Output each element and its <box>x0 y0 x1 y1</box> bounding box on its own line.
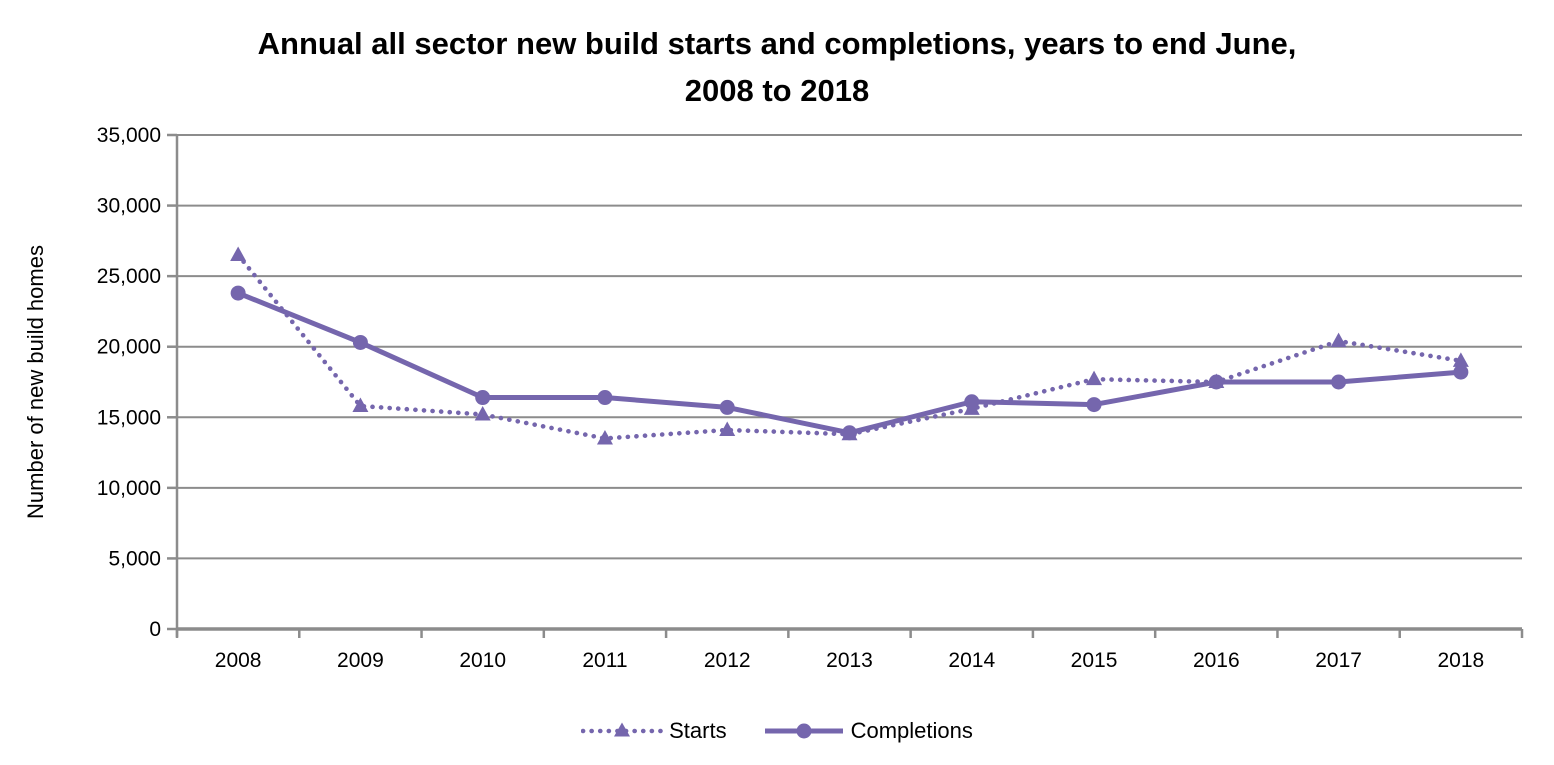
y-tick-label: 35,000 <box>97 124 161 147</box>
completions-marker <box>719 399 735 415</box>
x-tick-label: 2016 <box>1193 649 1240 672</box>
y-tick-label: 20,000 <box>97 336 161 359</box>
chart-title: Annual all sector new build starts and c… <box>0 20 1554 114</box>
x-tick-label: 2012 <box>704 649 751 672</box>
starts-marker <box>352 397 369 412</box>
x-tick-label: 2014 <box>948 649 995 672</box>
y-tick-label: 15,000 <box>97 406 161 429</box>
chart-title-line-2: 2008 to 2018 <box>684 73 870 108</box>
x-tick-label: 2009 <box>337 649 384 672</box>
legend-label-completions: Completions <box>850 718 973 743</box>
x-tick-label: 2017 <box>1315 649 1362 672</box>
y-tick-label: 30,000 <box>97 195 161 218</box>
y-tick-label: 5,000 <box>108 547 161 570</box>
completions-line <box>237 290 1462 436</box>
legend-swatch-marker <box>796 723 812 739</box>
starts-marker <box>1086 370 1103 386</box>
legend-item-completions: Completions <box>763 718 973 744</box>
starts-marker <box>474 405 491 421</box>
starts-marker <box>596 429 613 445</box>
starts-marker <box>1452 352 1469 367</box>
x-tick-label: 2008 <box>215 649 262 672</box>
completions-marker <box>475 390 491 406</box>
legend-swatch-marker <box>614 722 631 737</box>
chart-title-line-1: Annual all sector new build starts and c… <box>257 26 1297 61</box>
completions-marker <box>1086 397 1102 413</box>
completions-marker <box>964 394 980 410</box>
x-tick-label: 2013 <box>826 649 873 672</box>
y-tick-label: 10,000 <box>97 477 161 500</box>
legend-item-starts: Starts <box>581 718 727 744</box>
completions-marker <box>842 425 857 441</box>
completions-marker <box>352 334 368 350</box>
legend: Starts Completions <box>0 706 1554 756</box>
legend-label-starts: Starts <box>669 718 727 743</box>
completions-marker <box>1331 374 1347 390</box>
starts-marker <box>230 246 247 261</box>
starts-marker <box>1330 332 1347 348</box>
starts-marker <box>719 421 736 436</box>
x-tick-label: 2010 <box>459 649 506 672</box>
completions-marker <box>1208 374 1224 390</box>
x-tick-label: 2015 <box>1071 649 1118 672</box>
completions-marker <box>1453 364 1469 380</box>
x-tick-label: 2011 <box>582 649 627 672</box>
x-tick-label: 2018 <box>1438 649 1485 672</box>
completions-series-swatch-icon <box>764 723 843 739</box>
starts-series-swatch-icon <box>581 722 664 737</box>
completions-marker <box>230 285 246 301</box>
y-tick-label: 25,000 <box>97 265 161 288</box>
completions-marker <box>597 390 613 406</box>
chart-canvas: 0 5,000 10,000 15,000 20,000 25,000 30,000 35,0… <box>97 124 1524 672</box>
y-tick-label: 0 <box>149 618 161 641</box>
